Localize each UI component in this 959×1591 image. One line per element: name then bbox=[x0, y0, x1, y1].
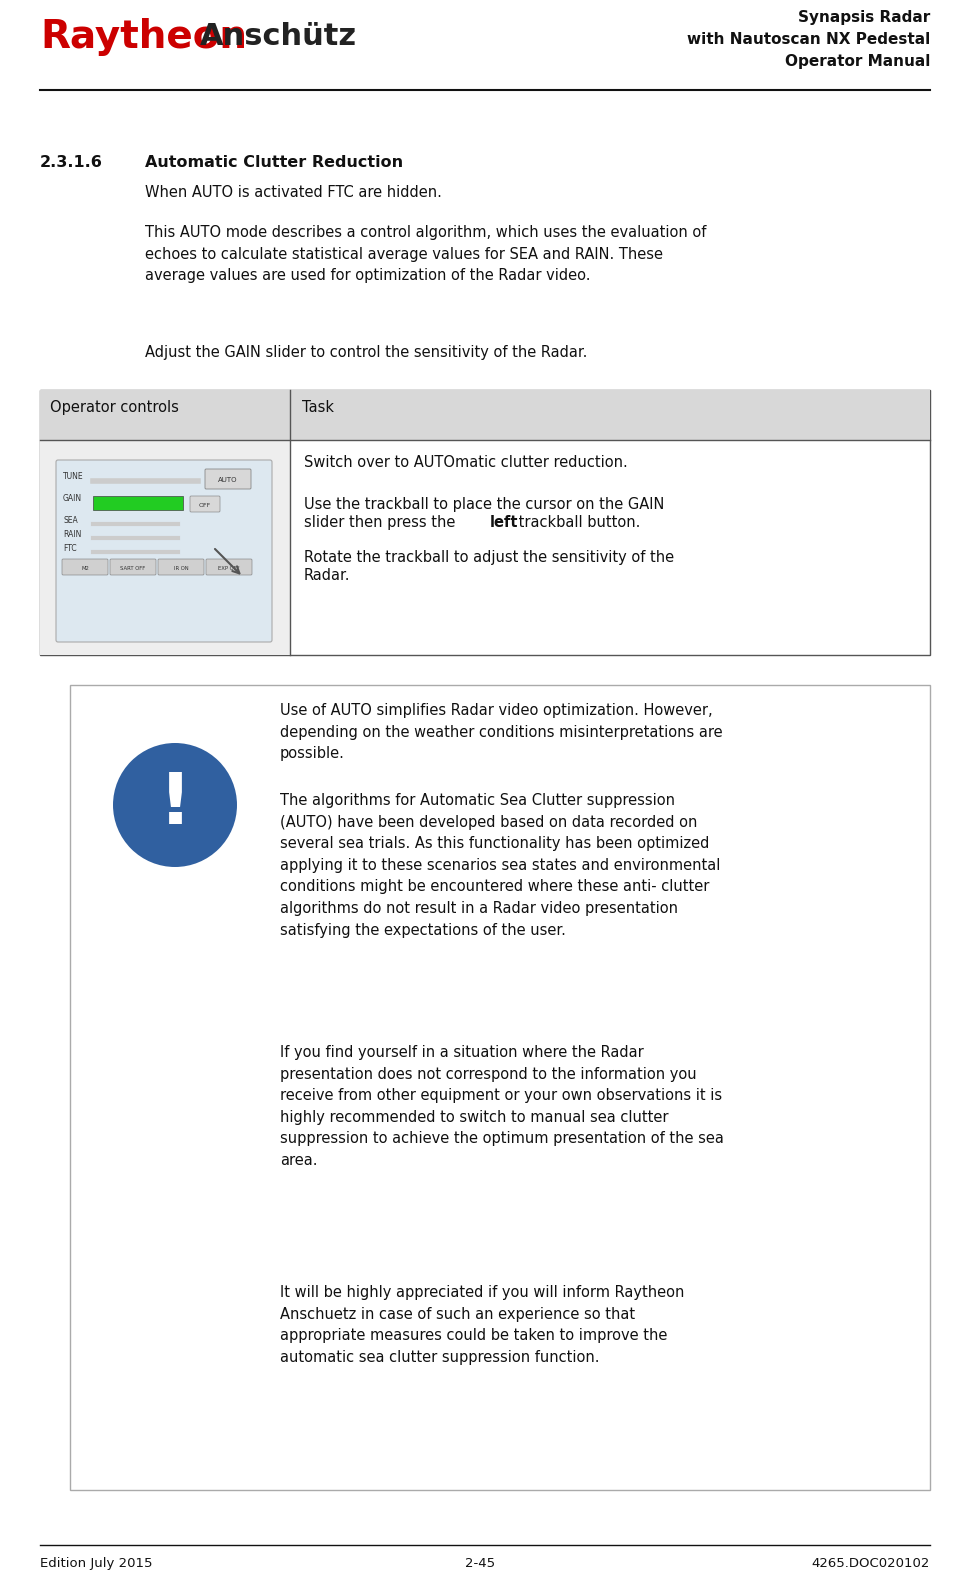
Text: The algorithms for Automatic Sea Clutter suppression
(AUTO) have been developed : The algorithms for Automatic Sea Clutter… bbox=[280, 792, 720, 937]
Bar bbox=[70, 686, 930, 1491]
Text: FTC: FTC bbox=[63, 544, 77, 554]
Text: OFF: OFF bbox=[199, 503, 211, 508]
FancyBboxPatch shape bbox=[205, 469, 251, 488]
FancyBboxPatch shape bbox=[110, 558, 156, 574]
Bar bbox=[40, 441, 290, 655]
Text: If you find yourself in a situation where the Radar
presentation does not corres: If you find yourself in a situation wher… bbox=[280, 1045, 724, 1168]
Text: Task: Task bbox=[302, 399, 334, 415]
Text: When AUTO is activated FTC are hidden.: When AUTO is activated FTC are hidden. bbox=[145, 185, 442, 200]
FancyBboxPatch shape bbox=[190, 496, 220, 512]
FancyBboxPatch shape bbox=[158, 558, 204, 574]
Text: Automatic Clutter Reduction: Automatic Clutter Reduction bbox=[145, 154, 403, 170]
Text: Raytheon: Raytheon bbox=[40, 18, 247, 56]
Text: Anschütz: Anschütz bbox=[200, 22, 357, 51]
Text: Use of AUTO simplifies Radar video optimization. However,
depending on the weath: Use of AUTO simplifies Radar video optim… bbox=[280, 703, 723, 760]
Text: RAIN: RAIN bbox=[63, 530, 82, 539]
Text: Adjust the GAIN slider to control the sensitivity of the Radar.: Adjust the GAIN slider to control the se… bbox=[145, 345, 587, 360]
Text: Rotate the trackball to adjust the sensitivity of the: Rotate the trackball to adjust the sensi… bbox=[304, 550, 674, 565]
Text: Operator controls: Operator controls bbox=[50, 399, 179, 415]
Text: trackball button.: trackball button. bbox=[514, 515, 641, 530]
Text: GAIN: GAIN bbox=[63, 493, 82, 503]
Text: AUTO: AUTO bbox=[219, 477, 238, 484]
Text: It will be highly appreciated if you will inform Raytheon
Anschuetz in case of s: It will be highly appreciated if you wil… bbox=[280, 1286, 685, 1365]
Text: Use the trackball to place the cursor on the GAIN: Use the trackball to place the cursor on… bbox=[304, 496, 665, 512]
Text: !: ! bbox=[158, 770, 192, 840]
Text: 2-45: 2-45 bbox=[465, 1558, 495, 1570]
Text: Synapsis Radar: Synapsis Radar bbox=[798, 10, 930, 25]
Text: Switch over to AUTOmatic clutter reduction.: Switch over to AUTOmatic clutter reducti… bbox=[304, 455, 628, 469]
Text: slider then press the: slider then press the bbox=[304, 515, 460, 530]
Text: IR ON: IR ON bbox=[174, 566, 188, 571]
Text: SART OFF: SART OFF bbox=[121, 566, 146, 571]
Text: EXP OFF: EXP OFF bbox=[219, 566, 240, 571]
Text: left: left bbox=[490, 515, 519, 530]
Bar bbox=[93, 496, 183, 511]
Text: Radar.: Radar. bbox=[304, 568, 350, 582]
Text: Edition July 2015: Edition July 2015 bbox=[40, 1558, 152, 1570]
Text: with Nautoscan NX Pedestal: with Nautoscan NX Pedestal bbox=[687, 32, 930, 48]
Bar bbox=[40, 390, 930, 441]
FancyBboxPatch shape bbox=[56, 460, 272, 643]
Circle shape bbox=[113, 743, 237, 867]
Bar bbox=[40, 390, 930, 655]
FancyBboxPatch shape bbox=[62, 558, 108, 574]
Text: Operator Manual: Operator Manual bbox=[784, 54, 930, 68]
FancyBboxPatch shape bbox=[206, 558, 252, 574]
Text: 2.3.1.6: 2.3.1.6 bbox=[40, 154, 103, 170]
Text: SEA: SEA bbox=[63, 515, 78, 525]
Text: M2: M2 bbox=[82, 566, 89, 571]
Text: This AUTO mode describes a control algorithm, which uses the evaluation of
echoe: This AUTO mode describes a control algor… bbox=[145, 224, 707, 283]
Text: 4265.DOC020102: 4265.DOC020102 bbox=[811, 1558, 930, 1570]
Text: TUNE: TUNE bbox=[63, 473, 83, 480]
